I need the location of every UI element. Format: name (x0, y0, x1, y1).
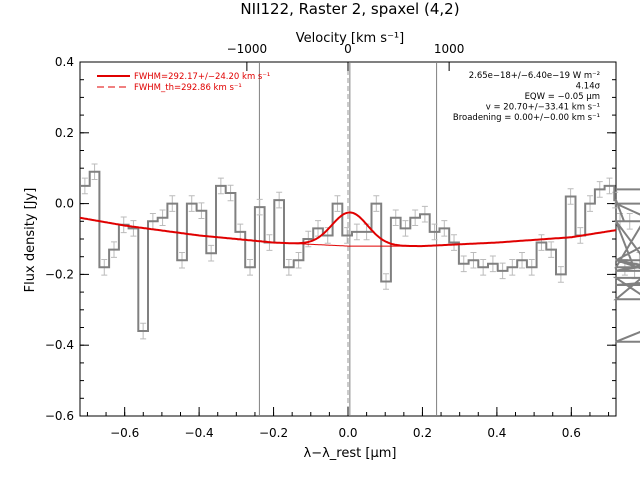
top-x-tick-label: 0 (344, 42, 352, 56)
annotation-text: 2.65e−18+/−6.40e−19 W m⁻² (469, 71, 600, 81)
y-tick-label: −0.2 (45, 267, 74, 281)
top-x-tick-label: −1000 (227, 42, 268, 56)
y-tick-label: −0.4 (45, 338, 74, 352)
annotation-text: 4.14σ (576, 82, 601, 92)
annotation-text: Broadening = 0.00+/−0.00 km s⁻¹ (453, 113, 600, 123)
spectrum-histogram (80, 170, 640, 343)
x-tick-label: −0.6 (110, 426, 139, 440)
annotation-text: v = 20.70+/−33.41 km s⁻¹ (486, 103, 600, 113)
plot-area: −0.6 −0.4 −0.2 0.0 0.2 0.4 0.6 −1000 0 1000 −0.6 −0… (45, 42, 640, 440)
x-axis-label: λ−λ_rest [μm] (304, 446, 397, 461)
x-tick-label: −0.4 (185, 426, 214, 440)
gaussian-fit-line (79, 211, 617, 248)
x-tick-label: 0.6 (562, 426, 581, 440)
x-tick-label: −0.2 (259, 426, 288, 440)
legend: FWHM=292.17+/−24.20 km s⁻¹FWHM_th=292.86… (97, 72, 270, 93)
x-tick-label: 0.2 (413, 426, 432, 440)
legend-label: FWHM_th=292.86 km s⁻¹ (134, 83, 242, 93)
x-tick-label: 0.0 (338, 426, 357, 440)
annotation-text: EQW = −0.05 μm (525, 92, 600, 102)
y-tick-label: 0.4 (55, 55, 74, 69)
y-tick-label: 0.2 (55, 126, 74, 140)
chart-title: NII122, Raster 2, spaxel (4,2) (240, 0, 459, 18)
top-x-axis-label: Velocity [km s⁻¹] (296, 31, 404, 46)
x-tick-label: 0.4 (487, 426, 506, 440)
y-tick-label: 0.0 (55, 197, 74, 211)
top-x-tick-label: 1000 (434, 42, 465, 56)
legend-label: FWHM=292.17+/−24.20 km s⁻¹ (134, 72, 270, 82)
y-tick-label: −0.6 (45, 409, 74, 423)
y-axis-label: Flux density [Jy] (23, 188, 38, 293)
